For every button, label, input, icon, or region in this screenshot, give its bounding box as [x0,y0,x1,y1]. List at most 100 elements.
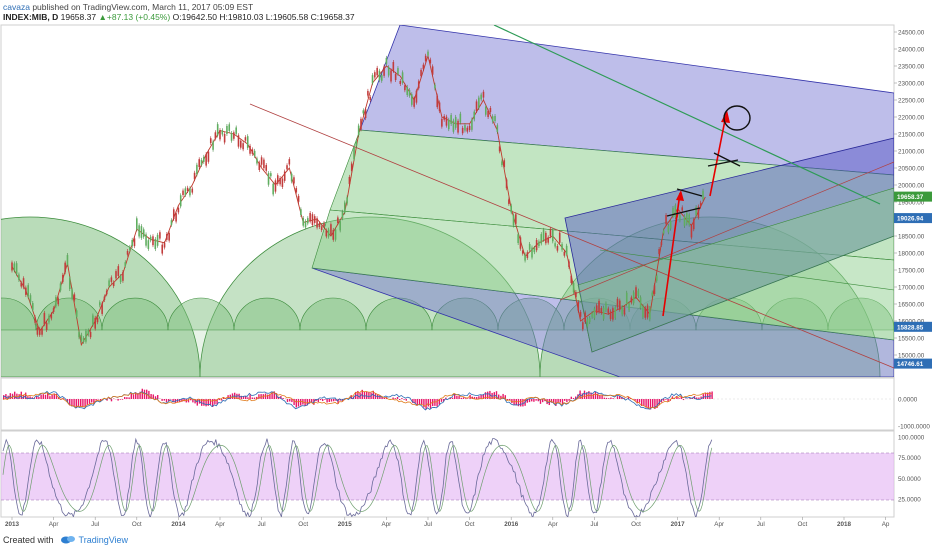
macd-bar [537,399,539,402]
macd-bar [506,399,509,401]
macd-axis[interactable]: 0.0000 -1000.0000 [898,397,930,431]
macd-bar [495,391,498,399]
time-axis-label: Oct [298,521,308,528]
price-candle [651,292,653,296]
author-link[interactable]: cavaza [3,2,30,12]
price-candle [394,73,397,80]
price-candle [293,177,295,184]
price-candle [221,130,224,135]
price-candle [545,232,547,244]
price-candle [697,206,700,218]
price-candle [459,113,462,123]
macd-bar [168,399,170,402]
macd-pane[interactable] [0,377,895,431]
publish-info: published on TradingView.com, March 11, … [32,2,254,12]
macd-bar [449,397,451,399]
price-candle [549,228,552,237]
price-label-text: 14746.61 [897,361,924,368]
macd-bar [445,397,447,399]
price-candle [434,84,436,89]
price-candle [494,116,496,122]
price-candle [302,218,304,226]
price-candle [468,125,471,131]
macd-bar [141,388,143,399]
price-candle [163,243,166,248]
macd-bar [297,399,300,407]
price-candle [267,173,270,185]
price-candle [203,156,205,162]
symbol-name[interactable]: INDEX:MIB, D [3,12,59,22]
stochastic-axis[interactable]: 100.0000 75.0000 50.0000 25.0000 [898,435,925,504]
macd-bar [207,399,209,406]
macd-bar [49,396,51,399]
price-axis-label: 22000.00 [898,115,925,122]
price-candle [598,300,600,312]
price-candle [196,164,198,175]
time-axis[interactable]: 2013 Apr Jul Oct 2014 Apr Jul Oct 2015 Apr Jul Oct 2… [5,517,890,528]
price-candle [362,110,365,114]
macd-bar [480,394,482,399]
macd-bar [308,399,311,404]
price-candle [420,69,422,77]
price-candle [692,219,695,230]
price-candle [99,302,101,306]
price-candle [510,205,512,213]
price-candle [341,211,344,219]
macd-bar [139,391,141,399]
price-candle [253,150,256,157]
macd-axis-label: -1000.0000 [898,424,930,431]
macd-bar [319,399,322,401]
macd-bar [317,399,319,403]
price-candle [159,232,161,239]
macd-bar [333,399,335,402]
macd-bar [172,399,174,403]
price-candle [209,138,212,144]
price-candle [505,179,508,189]
price-candle [272,183,274,195]
price-candle [131,239,133,247]
price-candle [686,212,688,224]
price-candle [593,308,596,319]
macd-bar [583,390,586,399]
macd-bar [427,399,429,407]
macd-bar [9,393,11,399]
price-candle [142,229,145,237]
macd-bar [337,399,339,404]
price-candle [517,234,519,243]
macd-bar [689,397,691,399]
price-candle [665,214,667,224]
price-candle [591,313,593,317]
macd-bar [533,399,535,402]
macd-bar [165,399,168,403]
tradingview-link[interactable]: TradingView [60,535,128,545]
macd-bar [581,393,583,399]
macd-bar [36,395,38,399]
macd-bar [247,397,249,399]
cycle-arc-small [233,297,301,331]
macd-bar [66,399,69,402]
price-candle [630,297,633,303]
price-candle [170,220,173,225]
price-candle [226,125,228,135]
price-candle [441,118,443,127]
price-candle [108,280,110,287]
macd-bar [561,399,564,406]
price-candle [94,317,96,329]
macd-bar [216,399,218,405]
price-candle [295,188,298,193]
macd-bar [458,396,460,399]
price-candle [246,136,249,148]
macd-bar [240,395,242,399]
macd-bar [696,397,698,399]
price-candle [404,85,406,91]
price-candle [193,172,196,180]
stochastic-axis-label: 100.0000 [898,435,925,442]
price-candle [138,225,140,237]
price-candle [621,306,623,315]
macd-bar [117,399,119,401]
time-axis-label: Jul [590,521,598,528]
macd-bar [665,399,667,400]
macd-bar [528,399,531,403]
price-candle [408,90,411,96]
